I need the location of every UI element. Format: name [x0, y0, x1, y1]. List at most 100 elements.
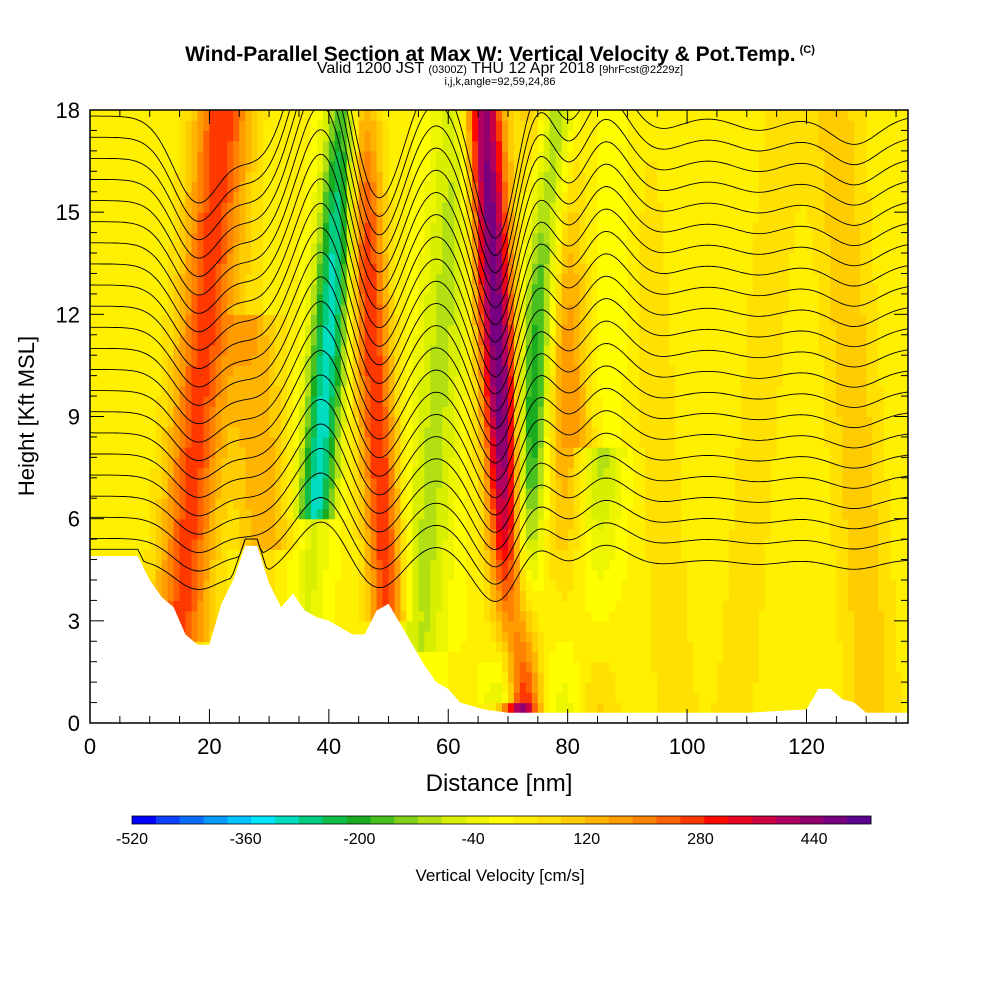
velocity-cell — [555, 692, 563, 704]
velocity-cell — [287, 508, 294, 520]
velocity-cell — [478, 375, 485, 387]
velocity-cell — [209, 488, 216, 499]
velocity-cell — [507, 181, 515, 193]
velocity-cell — [567, 651, 575, 663]
velocity-cell — [442, 651, 449, 663]
velocity-cell — [203, 549, 211, 561]
velocity-cell — [436, 579, 443, 591]
velocity-cell — [215, 375, 222, 387]
velocity-cell — [275, 477, 282, 489]
velocity-cell — [478, 539, 485, 550]
velocity-cell — [298, 539, 306, 550]
velocity-cell — [460, 488, 467, 499]
velocity-cell — [346, 600, 354, 612]
velocity-cell — [131, 467, 139, 479]
velocity-cell — [436, 344, 443, 356]
velocity-cell — [531, 201, 539, 213]
velocity-cell — [370, 569, 378, 581]
velocity-cell — [430, 457, 437, 469]
velocity-cell — [101, 508, 109, 520]
velocity-cell — [203, 447, 211, 458]
velocity-cell — [90, 161, 97, 172]
velocity-cell — [215, 334, 222, 346]
velocity-cell — [478, 181, 485, 193]
velocity-cell — [269, 253, 276, 264]
velocity-cell — [543, 569, 551, 581]
velocity-cell — [430, 436, 437, 448]
velocity-cell — [161, 375, 169, 387]
velocity-cell — [257, 110, 264, 121]
velocity-cell — [412, 426, 419, 438]
velocity-cell — [209, 324, 216, 336]
velocity-cell — [245, 518, 252, 530]
velocity-cell — [328, 140, 336, 152]
velocity-cell — [418, 528, 425, 540]
velocity-cell — [269, 549, 276, 561]
velocity-cell — [334, 120, 342, 132]
velocity-cell — [310, 549, 318, 561]
velocity-cell — [472, 242, 479, 254]
velocity-cell — [412, 242, 419, 254]
velocity-cell — [436, 314, 443, 326]
velocity-cell — [263, 293, 270, 305]
velocity-cell — [376, 314, 384, 326]
velocity-cell — [316, 181, 324, 193]
velocity-cell — [233, 191, 240, 203]
velocity-cell — [215, 569, 222, 581]
velocity-cell — [245, 120, 252, 132]
velocity-cell — [412, 641, 419, 653]
velocity-cell — [155, 120, 163, 132]
velocity-cell — [281, 191, 288, 203]
velocity-cell — [155, 181, 163, 193]
velocity-cell — [304, 344, 312, 356]
velocity-cell — [496, 579, 503, 591]
velocity-cell — [376, 549, 384, 561]
velocity-cell — [579, 253, 587, 264]
velocity-cell — [263, 385, 270, 397]
velocity-cell — [143, 436, 151, 448]
velocity-cell — [513, 314, 521, 326]
velocity-cell — [227, 355, 234, 367]
velocity-cell — [573, 682, 581, 693]
velocity-cell — [197, 314, 205, 326]
velocity-cell — [263, 161, 270, 172]
velocity-cell — [173, 150, 181, 162]
velocity-cell — [185, 590, 193, 601]
velocity-cell — [119, 324, 127, 336]
velocity-cell — [484, 692, 491, 704]
velocity-cell — [155, 508, 163, 520]
velocity-cell — [233, 498, 240, 510]
velocity-cell — [227, 191, 234, 203]
velocity-cell — [239, 283, 246, 295]
velocity-cell — [334, 457, 342, 469]
velocity-cell — [167, 447, 175, 458]
velocity-cell — [460, 375, 467, 387]
velocity-cell — [322, 314, 330, 326]
velocity-cell — [454, 375, 461, 387]
velocity-cell — [400, 110, 408, 121]
velocity-cell — [478, 161, 485, 172]
velocity-cell — [531, 222, 539, 234]
velocity-cell — [293, 273, 300, 285]
velocity-cell — [131, 426, 139, 438]
velocity-cell — [370, 508, 378, 520]
velocity-cell — [561, 304, 569, 315]
velocity-cell — [466, 222, 473, 234]
velocity-cell — [501, 140, 509, 152]
velocity-cell — [358, 508, 366, 520]
velocity-cell — [519, 344, 527, 356]
velocity-cell — [221, 426, 228, 438]
velocity-cell — [358, 355, 366, 367]
velocity-cell — [263, 467, 270, 479]
velocity-cell — [251, 344, 258, 356]
velocity-cell — [484, 140, 491, 152]
velocity-cell — [328, 396, 336, 407]
velocity-cell — [334, 191, 342, 203]
velocity-cell — [436, 161, 443, 172]
velocity-cell — [340, 191, 348, 203]
velocity-cell — [209, 590, 216, 601]
velocity-cell — [543, 620, 551, 632]
velocity-cell — [418, 447, 425, 458]
velocity-cell — [543, 579, 551, 591]
velocity-cell — [519, 375, 527, 387]
